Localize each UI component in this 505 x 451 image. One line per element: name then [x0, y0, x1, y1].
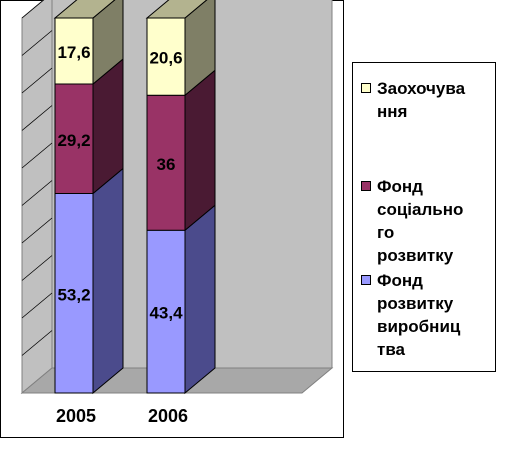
- legend-label-social-fund: Фонд соціально го розвитку: [377, 175, 497, 267]
- x-axis-tick-labels: 2005 2006: [56, 406, 188, 426]
- gridline-side: [21, 180, 53, 206]
- data-label: 29,2: [57, 131, 90, 150]
- bar-front: [54, 193, 94, 394]
- gridline-side: [21, 330, 53, 356]
- gridlines: [21, 0, 53, 356]
- legend-label-incentives: Заохочува ння: [377, 77, 497, 123]
- x-tick-label: 2005: [56, 406, 96, 426]
- gridline-side: [21, 142, 53, 169]
- legend-label-production-fund: Фонд розвитку виробниц тва: [377, 269, 497, 361]
- data-label: 53,2: [57, 285, 90, 304]
- gridline-side: [21, 217, 53, 244]
- gridline-side: [21, 105, 53, 131]
- legend-label-line: тва: [377, 340, 406, 359]
- bar-front: [146, 94, 186, 231]
- bar-top: [145, 0, 208, 19]
- legend-swatch-production-fund: [361, 275, 371, 285]
- bar-side: [184, 0, 216, 97]
- bar-side: [92, 167, 124, 395]
- bars: [53, 0, 216, 395]
- bar-front: [54, 17, 94, 85]
- legend-label-line: Фонд: [377, 271, 423, 290]
- data-label: 43,4: [149, 304, 183, 323]
- bar-side: [92, 0, 124, 86]
- legend-label-line: Заохочува: [377, 79, 466, 98]
- data-label: 36: [157, 155, 176, 174]
- data-labels: 53,2 29,2 17,6 43,4 36 20,6: [57, 43, 183, 323]
- legend: Заохочува ння Фонд соціально го розвитку…: [352, 62, 496, 372]
- gridline-side: [21, 30, 53, 56]
- bar-front: [146, 17, 186, 96]
- legend-label-line: соціально: [377, 200, 464, 219]
- x-tick-label: 2006: [148, 406, 188, 426]
- legend-label-line: Фонд: [377, 177, 423, 196]
- gridline-side: [21, 0, 45, 19]
- gridline-side: [21, 67, 53, 94]
- bar-side: [184, 69, 216, 232]
- data-label: 17,6: [57, 43, 90, 62]
- bar-side: [184, 204, 216, 395]
- gridline-side: [21, 255, 53, 281]
- bar-top: [53, 0, 116, 19]
- legend-label-line: розвитку: [377, 294, 454, 313]
- legend-swatch-incentives: [361, 83, 371, 93]
- legend-label-line: го: [377, 223, 395, 242]
- gridline-side: [21, 292, 53, 319]
- legend-label-line: ння: [377, 102, 408, 121]
- legend-swatch-social-fund: [361, 181, 371, 191]
- legend-label-line: виробниц: [377, 317, 461, 336]
- legend-label-line: розвитку: [377, 246, 454, 265]
- data-label: 20,6: [149, 49, 182, 68]
- bar-front: [54, 83, 94, 194]
